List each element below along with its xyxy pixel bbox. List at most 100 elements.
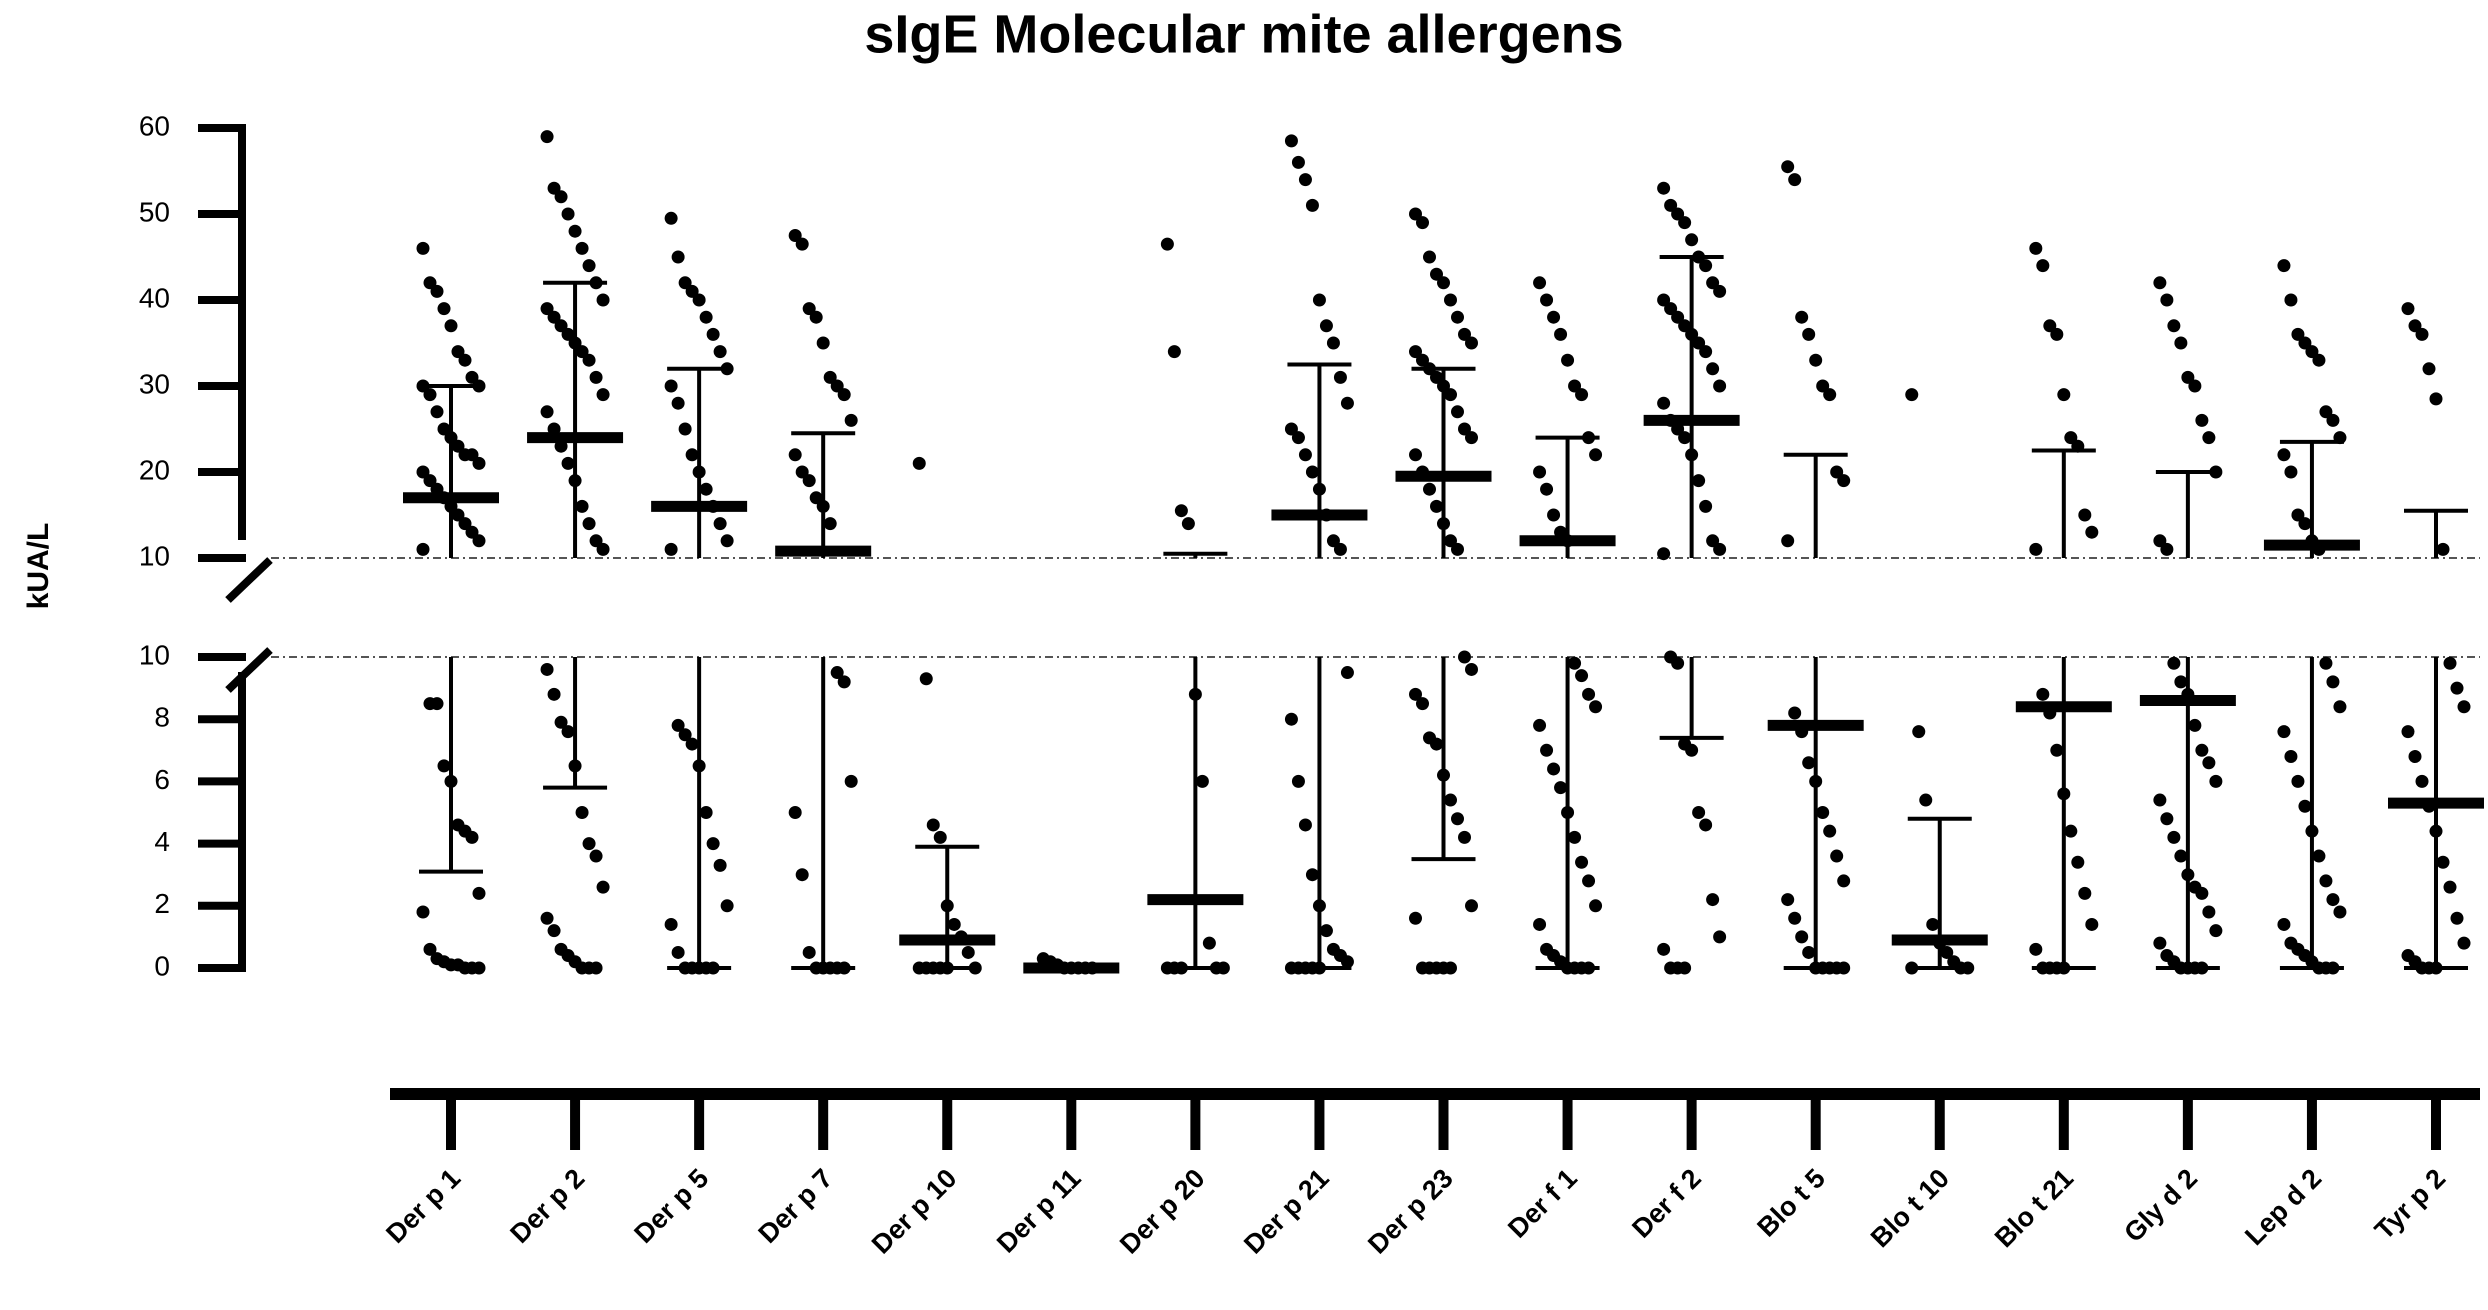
data-point (2298, 517, 2312, 531)
data-point (1802, 756, 1816, 770)
data-point (1416, 353, 1429, 367)
data-point (1795, 310, 1809, 324)
data-point (582, 353, 596, 367)
data-point (1692, 806, 1706, 819)
data-point (1671, 310, 1685, 324)
data-point (1174, 504, 1188, 518)
data-point (1298, 818, 1312, 832)
data-point (699, 806, 713, 819)
data-point (1657, 181, 1671, 195)
data-point (1437, 276, 1450, 290)
data-point (2305, 345, 2319, 359)
data-point (1291, 774, 1305, 788)
data-point (664, 211, 678, 225)
data-point (451, 439, 465, 453)
data-point (802, 302, 816, 316)
x-tick-label: Gly d 2 (2118, 1163, 2203, 1248)
data-point (1919, 793, 1933, 807)
data-point (1940, 945, 1954, 959)
data-point (568, 759, 582, 773)
y-tick-label: 30 (139, 368, 170, 399)
data-point (1423, 482, 1436, 496)
data-point (795, 465, 809, 479)
axis-break (225, 557, 273, 603)
data-point (1409, 687, 1422, 701)
data-point (2078, 508, 2092, 522)
data-point (1444, 388, 1457, 402)
data-point (2277, 448, 2291, 462)
data-point (472, 961, 486, 975)
data-point (692, 759, 706, 773)
data-point (692, 465, 706, 479)
data-point (2195, 743, 2209, 757)
data-point (837, 675, 851, 689)
data-point (1533, 718, 1547, 732)
data-point (2043, 319, 2057, 333)
x-tick-label: Der f 1 (1502, 1163, 1583, 1244)
data-point (1589, 700, 1603, 714)
data-point (1312, 482, 1326, 496)
data-point (1657, 547, 1671, 561)
data-point (582, 837, 596, 851)
data-point (1305, 465, 1319, 479)
data-point (596, 388, 610, 402)
data-point (423, 474, 437, 488)
data-point (1340, 396, 1354, 410)
data-point (547, 310, 561, 324)
data-point (720, 899, 734, 913)
data-point (589, 849, 603, 863)
data-point (2181, 868, 2195, 882)
data-point (2429, 824, 2443, 838)
x-tick-label: Der p 5 (628, 1163, 714, 1249)
data-point (1589, 448, 1603, 462)
data-point (1188, 687, 1202, 701)
data-point (1568, 656, 1582, 670)
data-point (699, 482, 713, 496)
data-point (1802, 945, 1816, 959)
data-point (1589, 899, 1603, 913)
data-point (1465, 431, 1478, 445)
data-point (458, 353, 472, 367)
data-point (685, 448, 699, 462)
data-point (2085, 917, 2099, 931)
data-point (1167, 345, 1181, 359)
data-point (1333, 370, 1347, 384)
data-point (837, 388, 851, 402)
data-point (2167, 830, 2181, 844)
y-tick-label: 10 (139, 639, 170, 670)
data-point (416, 542, 430, 556)
data-point (2312, 849, 2326, 863)
data-point (912, 456, 926, 470)
data-point (1699, 499, 1713, 513)
data-point (1582, 874, 1596, 888)
data-point (1781, 893, 1795, 907)
data-point (1823, 388, 1837, 402)
data-point (823, 517, 837, 531)
data-point (2305, 824, 2319, 838)
data-point (1699, 345, 1713, 359)
data-point (2326, 675, 2340, 689)
data-point (1540, 482, 1554, 496)
x-tick-label: Lep d 2 (2239, 1163, 2327, 1251)
data-point (2064, 824, 2078, 838)
x-tick-label: Tyr p 2 (2369, 1163, 2451, 1245)
data-point (1561, 806, 1575, 819)
data-point (589, 961, 603, 975)
data-point (1444, 534, 1457, 548)
data-point (1451, 310, 1464, 324)
data-point (933, 830, 947, 844)
data-point (699, 310, 713, 324)
y-tick-label: 10 (139, 540, 170, 571)
data-point (444, 319, 458, 333)
data-point (2029, 241, 2043, 255)
data-point (1416, 216, 1429, 230)
data-point (1451, 812, 1464, 826)
data-point (589, 370, 603, 384)
data-point (2181, 370, 2195, 384)
data-point (664, 542, 678, 556)
data-point (706, 327, 720, 341)
chart-title: sIgE Molecular mite allergens (864, 4, 1623, 64)
data-point (1458, 650, 1471, 664)
data-point (1458, 830, 1471, 844)
data-point (1312, 293, 1326, 307)
